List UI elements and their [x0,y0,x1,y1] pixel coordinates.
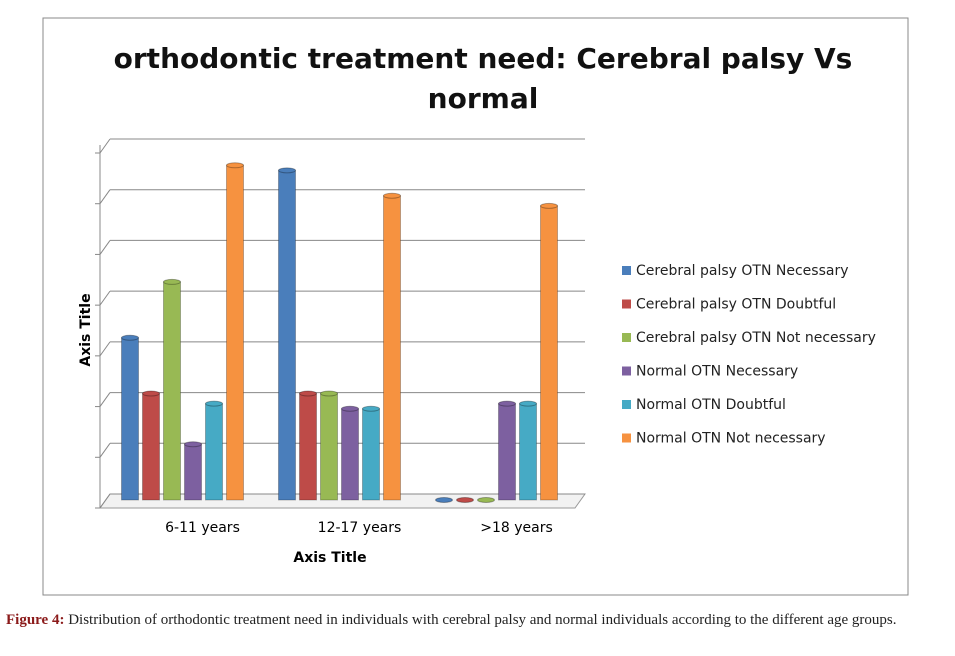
bar-cap [184,441,202,448]
bar [341,408,359,501]
caption-text: Distribution of orthodontic treatment ne… [68,612,897,628]
bar [121,337,139,501]
grid-diag [99,493,111,509]
x-axis-title: Axis Title [293,550,366,566]
caption: Figure 4: Distribution of orthodontic tr… [6,610,951,630]
bar-cap [383,192,401,199]
legend-label: Normal OTN Not necessary [636,431,826,447]
legend-swatch [622,333,631,342]
bar [205,403,223,501]
legend-swatch [622,366,631,376]
bar [362,408,380,501]
bar [226,164,244,501]
bar-cap [121,334,139,341]
bar-cap [299,390,317,397]
x-tick-label: 6-11 years [165,520,240,536]
bar [142,393,160,501]
legend-swatch [622,433,631,443]
grid-diag [99,392,111,407]
bar [320,393,338,501]
bar-cap [540,202,558,209]
bar-cap [226,162,244,169]
bar [278,169,296,501]
bar-cap [341,405,359,412]
chart-title: orthodontic treatment need: Cerebral pal… [114,42,853,115]
bar-cap [477,497,495,503]
bar-cap [362,405,380,412]
legend-label: Normal OTN Necessary [636,364,798,380]
bar-cap [205,400,223,407]
legend-swatch [622,400,631,409]
bar-cap [163,278,181,285]
bar-cap [320,390,338,397]
bar [299,393,317,501]
grid-diag [99,138,111,154]
grid-diag [99,290,111,306]
legend-label: Cerebral palsy OTN Not necessary [636,330,876,346]
bar-cap [435,497,453,503]
bar-cap [498,400,516,407]
legend-label: Normal OTN Doubtful [636,397,786,413]
legend-swatch [622,266,631,275]
y-axis-title: Axis Title [78,293,94,366]
bar [184,443,202,501]
legend-label: Cerebral palsy OTN Doubtful [636,297,836,313]
bar [498,403,516,501]
legend-swatch [622,299,631,309]
bar-cap [519,400,537,407]
x-tick-label: >18 years [480,520,553,536]
bar [519,403,537,501]
bar [383,195,401,501]
chart: orthodontic treatment need: Cerebral pal… [42,17,909,596]
grid-diag [99,240,111,255]
caption-label: Figure 4: [6,612,65,628]
x-tick-label: 12-17 years [318,520,402,536]
bar-cap [278,167,296,174]
grid-diag [99,442,111,458]
legend-label: Cerebral palsy OTN Necessary [636,263,849,279]
bar-cap [456,497,474,503]
bar [163,281,181,501]
bar-cap [142,390,160,397]
grid-diag [99,341,111,357]
grid-diag [99,189,111,205]
bar [540,205,558,501]
